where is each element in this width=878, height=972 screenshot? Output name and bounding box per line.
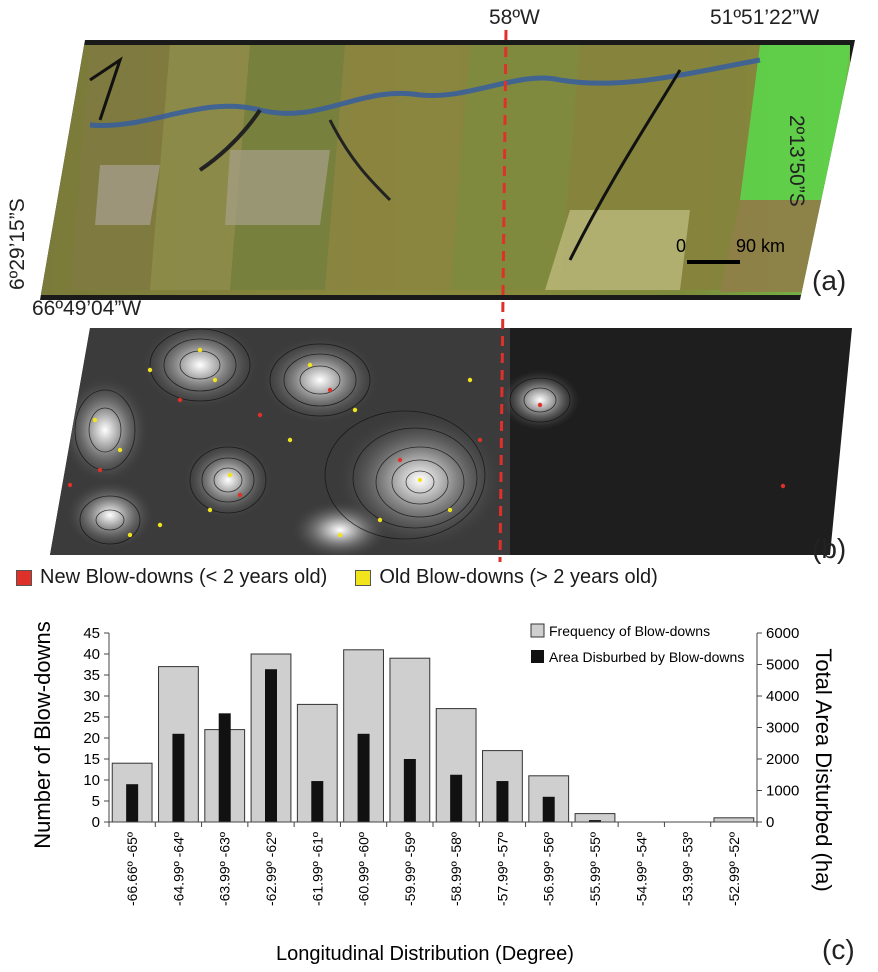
y-tick-label: 40 [83, 646, 100, 663]
y-tick-label: 30 [83, 688, 100, 705]
x-tick-label: -62.99º -62º [263, 832, 279, 906]
blowdown-chart: 0 5 10 15 20 25 30 35 40 45 0 1000 2000 3000 4000 5000 6… [30, 621, 836, 965]
y-tick-label: 25 [83, 709, 100, 726]
coord-top-right: 51º51’22”W [710, 6, 820, 29]
bar-area [311, 781, 324, 822]
bar-area [265, 669, 277, 822]
legend-new-swatch [16, 569, 32, 586]
bar-area [403, 759, 416, 822]
x-tick-label: -59.99º -59º [402, 832, 418, 906]
bar-area [542, 796, 555, 822]
map-legend: New Blow-downs (< 2 years old) Old Blow-… [16, 566, 658, 589]
y2-tick-label: 6000 [766, 625, 799, 642]
chart-legend: Frequency of Blow-downs Area Disburbed b… [530, 623, 744, 665]
x-tick-label: -58.99º -58º [448, 832, 464, 906]
panel-b-label: (b) [812, 533, 847, 564]
bar-area [126, 784, 139, 822]
y-tick-label: 0 [92, 814, 100, 831]
legend-area-label: Area Disburbed by Blow-downs [549, 649, 744, 665]
y-tick-label: 35 [83, 667, 100, 684]
x-tick-label: -55.99º -55º [587, 832, 603, 906]
bar-frequency [713, 817, 755, 823]
y2-tick-label: 3000 [766, 720, 799, 737]
y2-axis-title: Total Area Disturbed (ha) [811, 648, 836, 891]
bar-area [172, 733, 185, 822]
panel-a-label: (a) [812, 265, 847, 296]
density-map [50, 328, 852, 555]
coord-bottom-left: 66º49’04”W [32, 297, 142, 320]
bar-area [450, 774, 463, 822]
y-tick-label: 5 [92, 793, 100, 810]
panel-c-label: (c) [822, 934, 855, 965]
scale-zero: 0 [676, 236, 686, 256]
x-tick-label: -63.99º -63º [217, 832, 233, 906]
legend-frequency-swatch [530, 623, 545, 638]
y2-tick-label: 5000 [766, 657, 799, 674]
legend-area-swatch [531, 650, 544, 663]
x-tick-label: -64.99º -64º [170, 832, 186, 906]
x-axis-title: Longitudinal Distribution (Degree) [276, 943, 574, 965]
bar-area [357, 733, 370, 822]
x-tick-label: -54.99º -54º [633, 832, 649, 906]
y2-tick-label: 2000 [766, 751, 799, 768]
x-tick-label: -61.99º -61º [309, 832, 325, 906]
y2-tick-label: 1000 [766, 783, 799, 800]
y-tick-label: 20 [83, 730, 100, 747]
legend-old-label: Old Blow-downs (> 2 years old) [379, 566, 658, 588]
bar-area [496, 781, 509, 822]
y2-tick-label: 0 [766, 814, 774, 831]
y2-tick-label: 4000 [766, 688, 799, 705]
y-tick-label: 10 [83, 772, 100, 789]
x-tick-label: -53.99º -53º [680, 832, 696, 906]
legend-frequency-label: Frequency of Blow-downs [549, 623, 710, 639]
x-tick-label: -52.99º -52º [726, 832, 742, 906]
x-tick-label: -60.99º -60º [356, 832, 372, 906]
x-tick-label: -56.99º -56º [541, 832, 557, 906]
scale-distance: 90 km [736, 236, 785, 256]
satellite-mosaic: 0 90 km [40, 40, 855, 300]
bar-area [589, 820, 601, 822]
meridian-line [498, 29, 508, 563]
y-tick-label: 15 [83, 751, 100, 768]
y-tick-label: 45 [83, 625, 100, 642]
x-tick-label: -66.66º -65º [124, 832, 140, 906]
meridian-label: 58ºW [489, 6, 540, 29]
x-tick-label: -57.99º -57º [494, 832, 510, 906]
bar-area [218, 713, 231, 822]
blowdown-points [67, 347, 786, 538]
legend-new-label: New Blow-downs (< 2 years old) [40, 566, 328, 588]
y-axis-title: Number of Blow-downs [30, 621, 55, 848]
legend-old-swatch [355, 569, 372, 586]
